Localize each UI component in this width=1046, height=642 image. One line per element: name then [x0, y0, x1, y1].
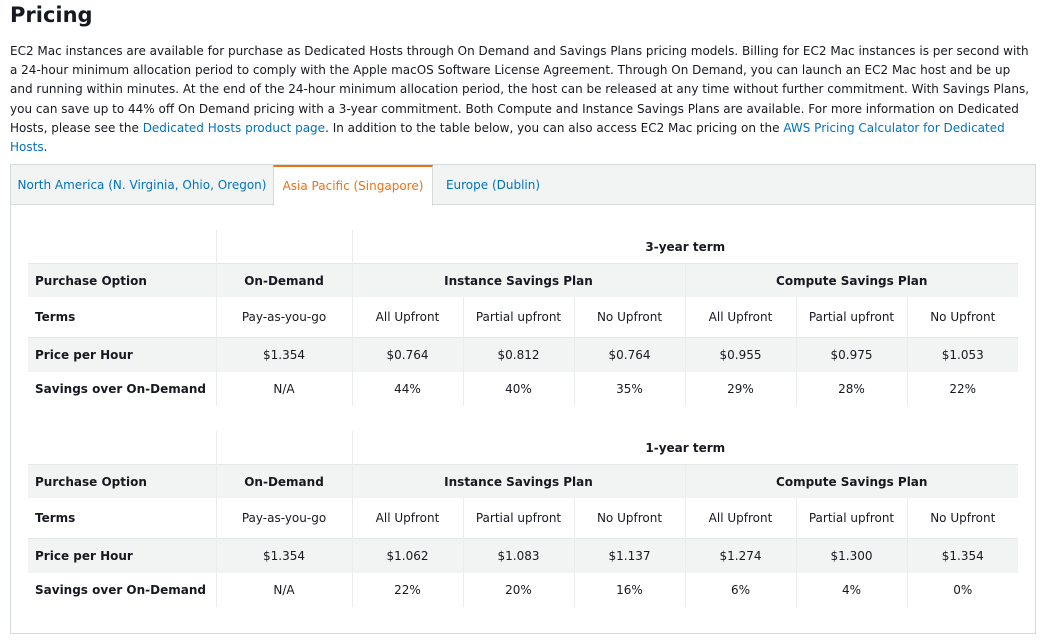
- column-header: Instance Savings Plan: [351, 464, 685, 498]
- column-header: Instance Savings Plan: [351, 263, 685, 297]
- table-cell: 6%: [684, 573, 796, 607]
- tab-europe[interactable]: Europe (Dublin): [445, 178, 541, 192]
- dedicated-hosts-product-page-link[interactable]: Dedicated Hosts product page: [142, 120, 326, 135]
- region-tabs: North America (N. Virginia, Ohio, Oregon…: [11, 165, 1035, 206]
- table-cell: 29%: [684, 372, 796, 406]
- table-cell: $1.053: [906, 337, 1018, 372]
- table-cell: Partial upfront: [795, 498, 907, 539]
- table-cell: 16%: [573, 573, 685, 607]
- table-cell: $1.062: [351, 538, 463, 573]
- table-cell: Partial upfront: [795, 297, 907, 338]
- table-cell: [215, 230, 352, 264]
- row-label: Price per Hour: [28, 538, 216, 573]
- table-cell: $0.764: [573, 337, 685, 372]
- row-label: Terms: [35, 310, 76, 324]
- table-cell: 35%: [573, 372, 685, 406]
- table-cell: $1.274: [684, 538, 796, 573]
- table-cell: [28, 431, 216, 465]
- table-cell: $1.354: [215, 337, 352, 372]
- pricing-tab-panel: North America (N. Virginia, Ohio, Oregon…: [10, 164, 1036, 634]
- column-header: Compute Savings Plan: [684, 263, 1018, 297]
- row-label: Purchase Option: [28, 464, 216, 498]
- table-cell: 20%: [462, 573, 574, 607]
- table-cell: Partial upfront: [462, 498, 574, 539]
- column-header: On-Demand: [215, 464, 352, 498]
- intro-text: EC2 Mac instances are available for purc…: [10, 44, 1030, 135]
- table-cell: $0.975: [795, 337, 907, 372]
- table-cell: [215, 431, 352, 465]
- intro-text: .: [43, 140, 48, 155]
- table-cell: 22%: [906, 372, 1018, 406]
- table-cell: All Upfront: [684, 297, 796, 338]
- table-cell: All Upfront: [684, 498, 796, 539]
- row-label: Price per Hour: [28, 337, 216, 372]
- table-cell: 22%: [351, 573, 463, 607]
- table-cell: $0.812: [462, 337, 574, 372]
- table-cell: $0.764: [351, 337, 463, 372]
- pricing-table-1-year: 1-year term Purchase Option On-Demand In…: [28, 431, 1018, 607]
- table-cell: $1.300: [795, 538, 907, 573]
- pricing-table-3-year: 3-year term Purchase Option On-Demand In…: [28, 230, 1018, 406]
- table-cell: 28%: [795, 372, 907, 406]
- term-header: 3-year term: [351, 230, 1018, 264]
- table-cell: All Upfront: [351, 297, 463, 338]
- intro-paragraph: EC2 Mac instances are available for purc…: [10, 42, 1035, 157]
- table-cell: $1.083: [462, 538, 574, 573]
- intro-text: . In addition to the table below, you ca…: [325, 120, 784, 135]
- table-cell: 4%: [795, 573, 907, 607]
- tab-asia-pacific[interactable]: Asia Pacific (Singapore): [273, 165, 433, 206]
- table-cell: $1.137: [573, 538, 685, 573]
- table-cell: $1.354: [906, 538, 1018, 573]
- table-cell: N/A: [215, 573, 352, 607]
- aws-pricing-calculator-link[interactable]: AWS Pricing Calculator for Dedicated Hos…: [10, 120, 1005, 155]
- table-cell: $1.354: [215, 538, 352, 573]
- page-title: Pricing: [10, 3, 93, 27]
- row-label: Terms: [35, 511, 76, 525]
- table-cell: $0.955: [684, 337, 796, 372]
- table-cell: No Upfront: [573, 297, 685, 338]
- row-label: Purchase Option: [28, 263, 216, 297]
- table-cell: 0%: [906, 573, 1018, 607]
- table-cell: No Upfront: [906, 498, 1018, 539]
- column-header: Compute Savings Plan: [684, 464, 1018, 498]
- table-cell: Pay-as-you-go: [215, 297, 352, 338]
- table-cell: 40%: [462, 372, 574, 406]
- table-cell: 44%: [351, 372, 463, 406]
- table-cell: Pay-as-you-go: [215, 498, 352, 539]
- table-cell: No Upfront: [906, 297, 1018, 338]
- term-header: 1-year term: [351, 431, 1018, 465]
- table-cell: N/A: [215, 372, 352, 406]
- row-label: Savings over On-Demand: [35, 382, 206, 396]
- table-cell: [28, 230, 216, 264]
- table-cell: Partial upfront: [462, 297, 574, 338]
- tab-north-america[interactable]: North America (N. Virginia, Ohio, Oregon…: [17, 178, 267, 192]
- table-cell: All Upfront: [351, 498, 463, 539]
- table-cell: No Upfront: [573, 498, 685, 539]
- row-label: Savings over On-Demand: [35, 583, 206, 597]
- column-header: On-Demand: [215, 263, 352, 297]
